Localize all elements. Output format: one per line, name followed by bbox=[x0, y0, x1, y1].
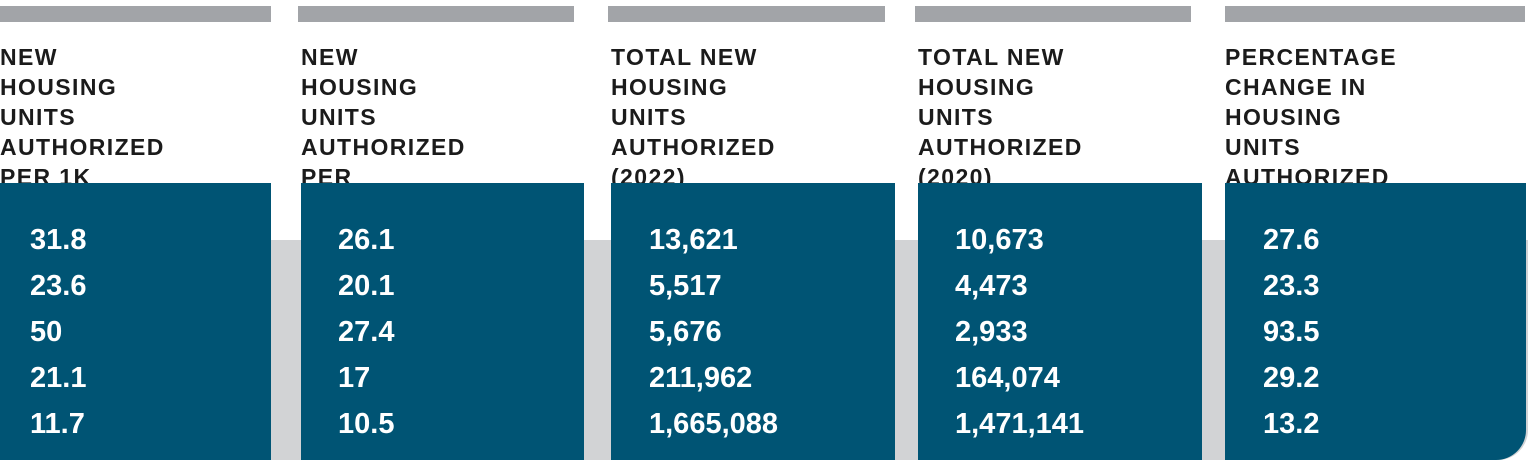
value-cell: 93.5 bbox=[1263, 316, 1320, 348]
value-cell: 1,665,088 bbox=[649, 408, 779, 440]
values-box: 27.6 23.3 93.5 29.2 13.2 bbox=[1225, 183, 1526, 460]
column-header-bar bbox=[0, 6, 271, 22]
value-cell: 26.1 bbox=[338, 224, 395, 256]
value-cell: 20.1 bbox=[338, 270, 395, 302]
column-header: TOTAL NEW HOUSING UNITS AUTHORIZED (2022… bbox=[611, 44, 776, 190]
column-header-bar bbox=[1225, 6, 1525, 22]
column-header-bar bbox=[915, 6, 1191, 22]
value-cell: 17 bbox=[338, 362, 371, 394]
value-cell: 50 bbox=[30, 316, 63, 348]
value-cell: 29.2 bbox=[1263, 362, 1320, 394]
value-cell: 5,676 bbox=[649, 316, 722, 348]
value-cell: 10.5 bbox=[338, 408, 395, 440]
value-cell: 27.6 bbox=[1263, 224, 1320, 256]
value-cell: 31.8 bbox=[30, 224, 87, 256]
value-cell: 4,473 bbox=[955, 270, 1028, 302]
values-box: 10,673 4,473 2,933 164,074 1,471,141 bbox=[918, 183, 1202, 460]
value-cell: 11.7 bbox=[30, 408, 85, 440]
value-cell: 13.2 bbox=[1263, 408, 1320, 440]
values-box: 13,621 5,517 5,676 211,962 1,665,088 bbox=[611, 183, 895, 460]
column-header-bar bbox=[608, 6, 885, 22]
value-cell: 21.1 bbox=[30, 362, 87, 394]
value-cell: 1,471,141 bbox=[955, 408, 1085, 440]
value-cell: 211,962 bbox=[649, 362, 753, 394]
value-cell: 23.6 bbox=[30, 270, 87, 302]
value-cell: 27.4 bbox=[338, 316, 395, 348]
value-cell: 164,074 bbox=[955, 362, 1060, 394]
value-cell: 13,621 bbox=[649, 224, 738, 256]
value-cell: 23.3 bbox=[1263, 270, 1320, 302]
value-cell: 2,933 bbox=[955, 316, 1028, 348]
value-cell: 10,673 bbox=[955, 224, 1044, 256]
column-header: TOTAL NEW HOUSING UNITS AUTHORIZED (2020… bbox=[918, 44, 1083, 190]
column-header-bar bbox=[298, 6, 574, 22]
values-box: 31.8 23.6 50 21.1 11.7 bbox=[0, 183, 271, 460]
value-cell: 5,517 bbox=[649, 270, 722, 302]
values-box: 26.1 20.1 27.4 17 10.5 bbox=[301, 183, 584, 460]
